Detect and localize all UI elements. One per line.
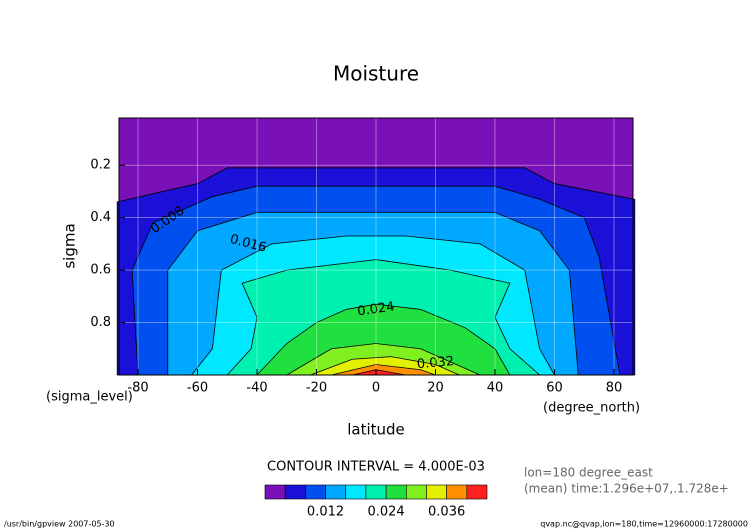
- info: (mean) time:1.296e+07,.1.728e+: [524, 482, 729, 496]
- contour-interval: CONTOUR INTERVAL = 4.000E-03: [267, 460, 485, 475]
- x-tick-label: 0: [372, 381, 380, 396]
- y-tick-label: 0.8: [90, 315, 111, 330]
- chart-title: Moisture: [333, 62, 419, 86]
- colorbar-box: [466, 484, 488, 500]
- colorbar-box: [345, 484, 367, 500]
- contour-line: [256, 303, 511, 376]
- footer: qvap.nc@qvap,lon=180,time=12960000:17280…: [540, 520, 748, 529]
- colorbar-box: [325, 484, 347, 500]
- x-tick-label: 80: [606, 381, 623, 396]
- colorbar-box: [305, 484, 326, 500]
- footer: /usr/bin/gpview 2007-05-30: [4, 520, 115, 529]
- x-tick-label: -60: [187, 381, 208, 396]
- contour-band: [352, 369, 406, 375]
- x-tick-label: -20: [306, 381, 327, 396]
- y-axis-label: sigma: [61, 223, 79, 268]
- info: lon=180 degree_east: [524, 466, 653, 480]
- x-tick-label: -40: [246, 381, 267, 396]
- colorbar-box: [405, 484, 427, 500]
- x-axis-label: latitude: [347, 421, 405, 439]
- x-tick-label: 20: [427, 381, 444, 396]
- y-tick-label: 0.6: [90, 263, 111, 278]
- y-unit: (sigma_level): [46, 390, 133, 405]
- y-tick-label: 0.2: [90, 158, 111, 173]
- x-tick-label: 60: [546, 381, 563, 396]
- x-unit: (degree_north): [543, 401, 640, 416]
- colorbar-box: [426, 484, 447, 500]
- colorbar-box: [284, 484, 306, 500]
- colorbar-box: [446, 484, 468, 500]
- contour-band: [331, 364, 436, 375]
- colorbar-label: 0.036: [428, 505, 465, 520]
- contour-line: [190, 235, 556, 376]
- colorbar-label: 0.024: [367, 505, 404, 520]
- plot-frame: [118, 117, 634, 376]
- colorbar-label: 0.012: [307, 505, 344, 520]
- y-tick-label: 0.4: [90, 210, 111, 225]
- x-tick-label: 40: [487, 381, 504, 396]
- colorbar-box: [264, 484, 286, 500]
- x-tick-label: -80: [127, 381, 148, 396]
- colorbar-box: [365, 484, 387, 500]
- colorbar-box: [385, 484, 407, 500]
